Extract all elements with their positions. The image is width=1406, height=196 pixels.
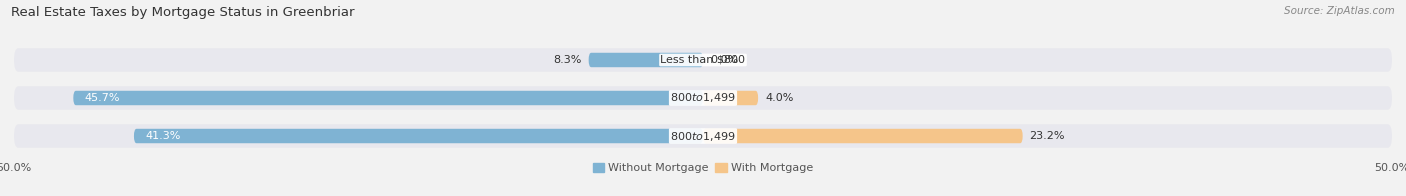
FancyBboxPatch shape: [14, 124, 1392, 148]
Text: 41.3%: 41.3%: [145, 131, 180, 141]
FancyBboxPatch shape: [134, 129, 703, 143]
Legend: Without Mortgage, With Mortgage: Without Mortgage, With Mortgage: [588, 159, 818, 178]
FancyBboxPatch shape: [703, 129, 1022, 143]
Text: 23.2%: 23.2%: [1029, 131, 1066, 141]
Text: $800 to $1,499: $800 to $1,499: [671, 92, 735, 104]
Text: 0.0%: 0.0%: [710, 55, 738, 65]
FancyBboxPatch shape: [14, 86, 1392, 110]
FancyBboxPatch shape: [703, 91, 758, 105]
Text: $800 to $1,499: $800 to $1,499: [671, 130, 735, 142]
FancyBboxPatch shape: [73, 91, 703, 105]
Text: 8.3%: 8.3%: [554, 55, 582, 65]
Text: 45.7%: 45.7%: [84, 93, 120, 103]
Text: Source: ZipAtlas.com: Source: ZipAtlas.com: [1284, 6, 1395, 16]
Text: Real Estate Taxes by Mortgage Status in Greenbriar: Real Estate Taxes by Mortgage Status in …: [11, 6, 354, 19]
FancyBboxPatch shape: [589, 53, 703, 67]
FancyBboxPatch shape: [14, 48, 1392, 72]
Text: Less than $800: Less than $800: [661, 55, 745, 65]
Text: 4.0%: 4.0%: [765, 93, 793, 103]
